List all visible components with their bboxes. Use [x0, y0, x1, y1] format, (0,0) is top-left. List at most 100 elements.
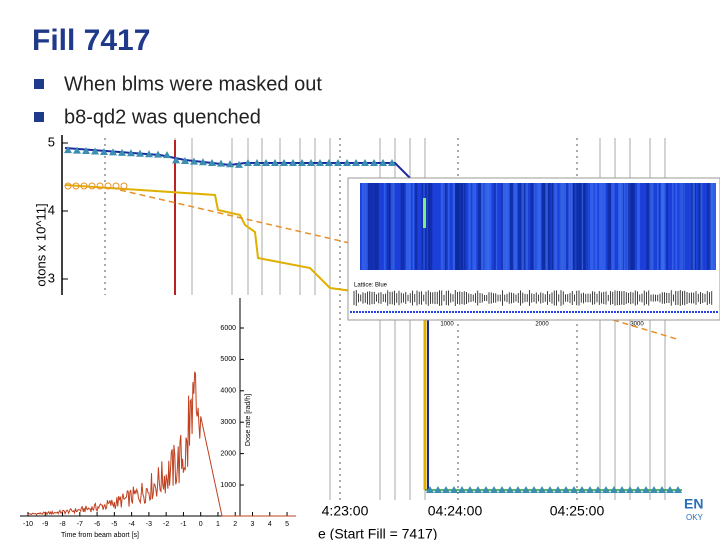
intensity-marker — [271, 159, 279, 166]
waterfall-stripe — [569, 183, 573, 270]
intensity-marker — [154, 150, 162, 158]
waterfall-stripe — [666, 183, 668, 270]
waterfall-stripe — [505, 183, 510, 270]
bullet-text: When blms were masked out — [64, 73, 322, 95]
low-marker — [498, 486, 506, 493]
waterfall-stripe — [383, 183, 386, 270]
dose-x-tick-label: -10 — [23, 521, 33, 528]
waterfall-stripe — [375, 183, 379, 270]
lattice-label: Lattice: Blue — [354, 283, 388, 289]
low-marker — [634, 486, 642, 493]
intensity-marker — [217, 159, 225, 167]
low-marker — [530, 486, 538, 493]
waterfall-stripe — [533, 183, 536, 270]
y-tick-label: 4 — [48, 202, 55, 217]
intensity-marker — [82, 147, 90, 155]
low-marker — [570, 486, 578, 493]
low-marker — [658, 486, 666, 493]
intensity-marker — [298, 159, 306, 166]
waterfall-stripe — [461, 183, 463, 270]
dose-y-tick-label: 4000 — [220, 388, 236, 395]
waterfall-stripe — [594, 183, 598, 270]
waterfall-stripe — [477, 183, 482, 270]
dose-x-tick-label: 3 — [251, 521, 255, 528]
intensity-marker — [307, 159, 315, 166]
dose-y-tick-label: 5000 — [220, 356, 236, 363]
waterfall-stripe — [584, 183, 586, 270]
dose-x-tick-label: -1 — [180, 521, 186, 528]
intensity-marker — [316, 159, 324, 166]
waterfall-stripe — [494, 183, 496, 270]
waterfall-stripe — [698, 183, 702, 270]
low-marker — [538, 486, 546, 493]
low-marker — [650, 486, 658, 493]
dose-x-tick-label: -4 — [129, 521, 135, 528]
waterfall-spot — [423, 198, 426, 228]
intensity-marker — [100, 147, 108, 155]
waterfall-stripe — [589, 183, 594, 270]
waterfall-stripe — [671, 183, 674, 270]
waterfall-stripe — [484, 183, 486, 270]
waterfall-stripe — [361, 183, 365, 270]
intensity-marker — [343, 159, 351, 166]
waterfall-stripe — [564, 183, 567, 270]
waterfall-stripe — [522, 183, 524, 270]
dose-x-tick-label: -5 — [111, 521, 117, 528]
dose-x-axis-label: Time from beam abort [s] — [61, 532, 139, 539]
intensity-marker — [91, 147, 99, 155]
y-tick-label: 3 — [48, 270, 55, 285]
low-marker — [554, 486, 562, 493]
x-tick-label: 04:24:00 — [428, 503, 483, 519]
orange-marker — [80, 182, 88, 190]
lattice-tick-label: 2000 — [535, 322, 549, 328]
orange-marker — [88, 182, 96, 190]
waterfall-stripe — [367, 183, 371, 270]
waterfall-stripe — [709, 183, 714, 270]
low-marker — [506, 486, 514, 493]
intensity-marker — [244, 159, 252, 166]
waterfall-stripe — [388, 183, 391, 270]
lattice-tick-label: 1000 — [440, 322, 454, 328]
logo-text: EN — [684, 496, 703, 512]
dose-x-tick-label: -3 — [146, 521, 152, 528]
waterfall-stripe — [565, 183, 568, 270]
waterfall-stripe — [627, 183, 631, 270]
lattice-tick-label: 3000 — [630, 322, 644, 328]
waterfall-stripe — [503, 183, 507, 270]
intensity-marker — [172, 156, 180, 164]
waterfall-stripe — [683, 183, 685, 270]
waterfall-stripe — [544, 183, 549, 270]
y-tick-label: 5 — [48, 134, 55, 149]
bullet-text: b8-qd2 was quenched — [64, 106, 261, 128]
intensity-marker — [226, 160, 234, 168]
waterfall-stripe — [366, 183, 368, 270]
dose-x-tick-label: -2 — [163, 521, 169, 528]
waterfall-stripe — [454, 183, 459, 270]
dose-background — [0, 295, 318, 540]
waterfall-stripe — [607, 183, 612, 270]
waterfall-stripe — [370, 183, 374, 270]
intensity-marker — [262, 159, 270, 166]
intensity-marker — [388, 159, 396, 166]
intensity-marker — [64, 146, 72, 154]
waterfall-stripe — [538, 183, 542, 270]
waterfall-stripe — [391, 183, 395, 270]
intensity-marker — [352, 159, 360, 166]
low-marker — [474, 486, 482, 493]
waterfall-stripe — [530, 183, 534, 270]
waterfall-stripe — [713, 183, 716, 270]
waterfall-stripe — [662, 183, 665, 270]
dose-x-tick-label: 4 — [268, 521, 272, 528]
intensity-marker — [181, 157, 189, 165]
waterfall-stripe — [520, 183, 523, 270]
waterfall-stripe — [690, 183, 694, 270]
dose-x-tick-label: -7 — [77, 521, 83, 528]
waterfall-stripe — [553, 183, 558, 270]
intensity-marker — [199, 158, 207, 166]
waterfall-stripe — [536, 183, 540, 270]
waterfall-stripe — [448, 183, 450, 270]
dose-x-tick-label: 5 — [285, 521, 289, 528]
intensity-marker — [163, 151, 171, 159]
intensity-marker — [334, 159, 342, 166]
